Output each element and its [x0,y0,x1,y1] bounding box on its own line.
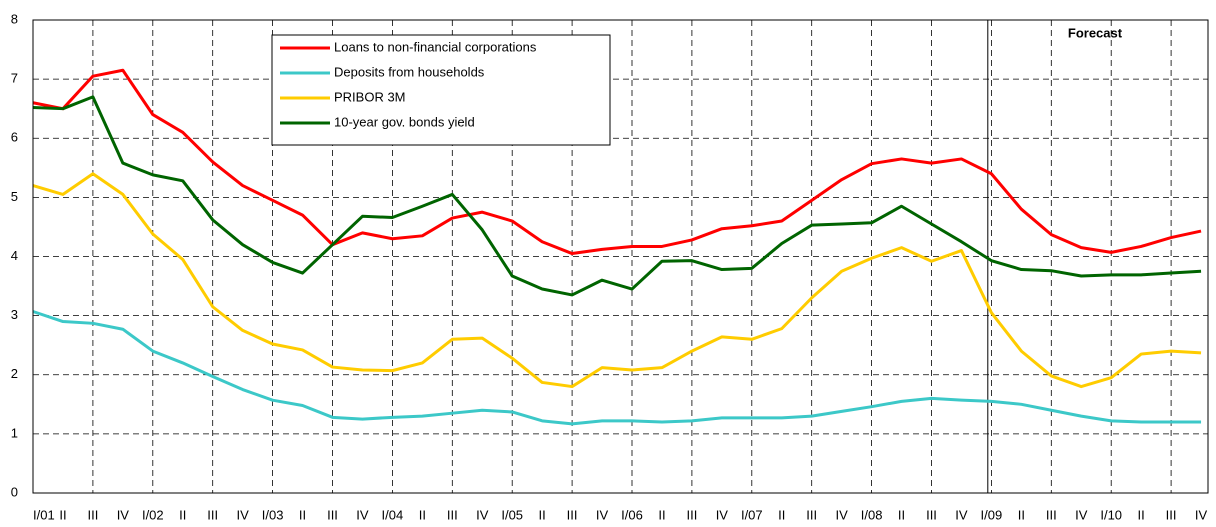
x-tick-label: II [898,507,905,522]
x-tick-label: IV [237,507,250,522]
x-tick-label: III [926,507,937,522]
legend-box [271,34,611,146]
x-tick-label: IV [117,507,130,522]
series-line [32,95,1202,297]
x-tick-label: IV [1075,507,1088,522]
x-tick-label: III [87,507,98,522]
x-tick-label: II [658,507,665,522]
legend: Loans to non-financial corporations Depos… [271,34,611,146]
x-tick-label: IV [596,507,609,522]
legend-label: Deposits from households [334,64,485,79]
x-tick-label: II [299,507,306,522]
x-tick-label: I/03 [262,507,284,522]
forecast-label: Forecast [1068,25,1123,40]
x-tick-label: II [59,507,66,522]
x-tick-label: III [806,507,817,522]
x-tick-label: IV [476,507,489,522]
x-tick-label: III [1166,507,1177,522]
x-tick-label: II [1018,507,1025,522]
x-tick-label: IV [716,507,729,522]
x-tick-label: IV [1195,507,1208,522]
x-tick-label: IV [836,507,849,522]
x-tick-label: IV [955,507,968,522]
y-tick-label: 5 [11,189,18,204]
x-tick-label: I/08 [861,507,883,522]
x-tick-label: III [327,507,338,522]
y-tick-label: 1 [11,425,18,440]
x-tick-label: IV [356,507,369,522]
legend-label: PRIBOR 3M [334,89,406,104]
y-tick-label: 7 [11,71,18,86]
x-tick-label: III [567,507,578,522]
legend-label: Loans to non-financial corporations [334,39,537,54]
x-tick-label: III [686,507,697,522]
x-tick-label: II [419,507,426,522]
x-tick-label: II [778,507,785,522]
x-tick-label: I/04 [382,507,404,522]
y-tick-label: 2 [11,366,18,381]
series-line [32,172,1202,389]
x-tick-label: I/07 [741,507,763,522]
x-tick-label: III [1046,507,1057,522]
x-tick-label: II [1138,507,1145,522]
x-tick-label: I/06 [621,507,643,522]
plot-frame [32,19,1209,494]
x-tick-label: I/01 [33,507,55,522]
y-tick-label: 8 [11,11,18,26]
y-tick-label: 4 [11,248,18,263]
x-tick-label: I/09 [981,507,1003,522]
legend-label: 10-year gov. bonds yield [334,114,475,129]
x-tick-label: I/02 [142,507,164,522]
x-tick-label: I/05 [501,507,523,522]
x-tick-label: III [207,507,218,522]
x-tick-label: II [539,507,546,522]
series-line [32,68,1202,256]
y-tick-label: 6 [11,130,18,145]
y-tick-label: 0 [11,484,18,499]
x-tick-label: III [447,507,458,522]
x-tick-label: I/10 [1100,507,1122,522]
series-line [32,310,1202,426]
y-tick-label: 3 [11,307,18,322]
x-tick-label: II [179,507,186,522]
